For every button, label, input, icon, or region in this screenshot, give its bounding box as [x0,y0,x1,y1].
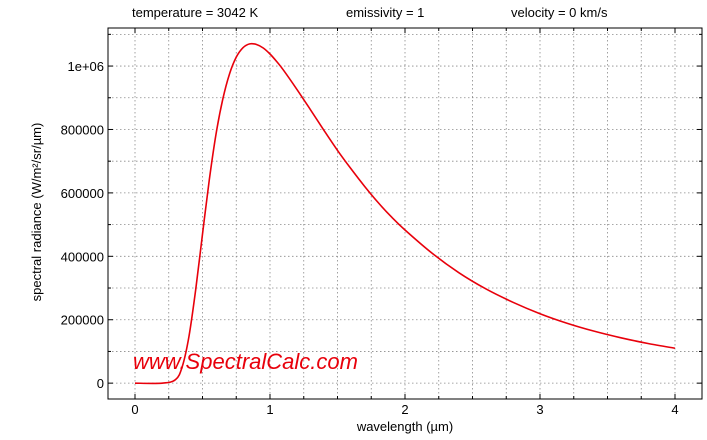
y-tick-label: 400000 [61,249,104,264]
plot-frame [107,27,703,400]
y-tick-label: 0 [97,376,104,391]
watermark: www.SpectralCalc.com [133,349,358,374]
emissivity-label: emissivity = 1 [346,5,424,20]
x-tick-label: 4 [671,402,678,417]
temperature-label: temperature = 3042 K [132,5,258,20]
axis-ticks [108,28,702,399]
y-tick-label: 800000 [61,122,104,137]
x-tick-label: 2 [401,402,408,417]
y-axis-label: spectral radiance (W/m²/sr/µm) [29,123,44,302]
y-tick-label: 200000 [61,313,104,328]
x-tick-label: 0 [131,402,138,417]
x-tick-label: 3 [536,402,543,417]
y-tick-label: 1e+06 [67,59,104,74]
velocity-label: velocity = 0 km/s [511,5,608,20]
grid-lines [108,28,702,399]
x-axis-label: wavelength (µm) [356,419,453,434]
y-tick-label: 600000 [61,186,104,201]
x-tick-label: 1 [266,402,273,417]
tick-labels: 0 1 2 3 4 0 200000 400000 600000 800000 1e+06 [61,59,679,417]
radiance-curve [134,42,676,385]
